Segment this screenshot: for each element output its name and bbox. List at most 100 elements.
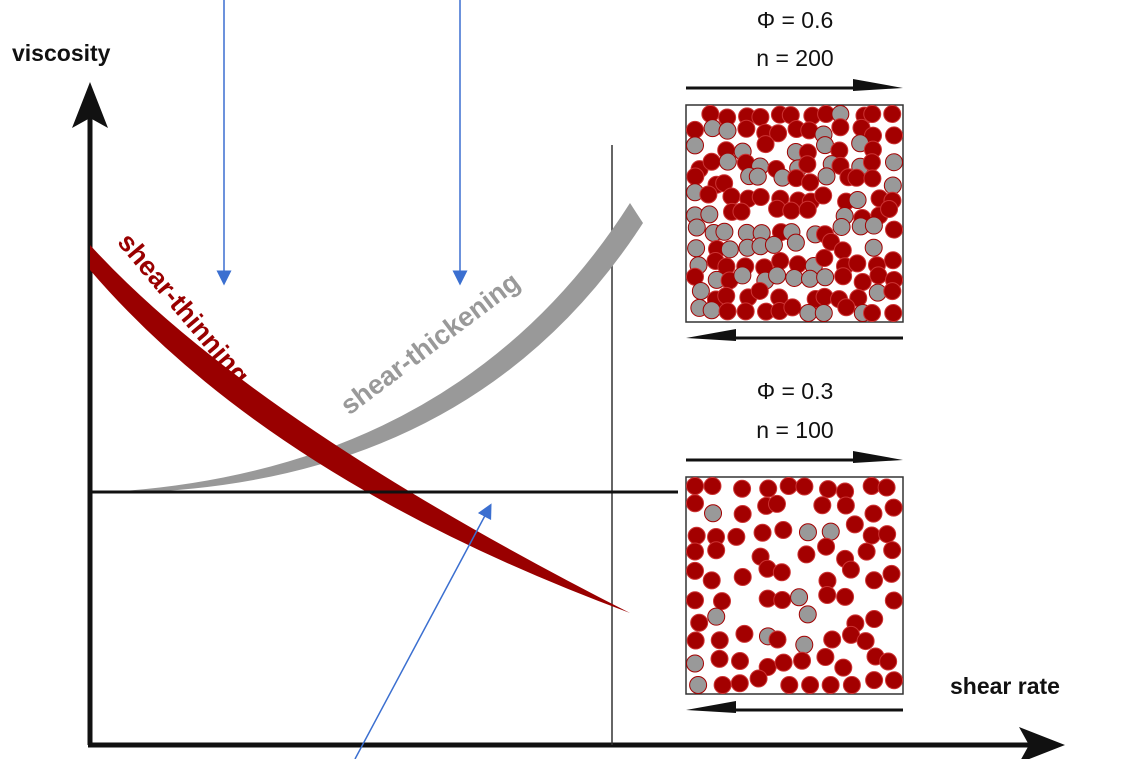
- particle: [799, 201, 816, 218]
- particle: [799, 606, 816, 623]
- particle: [842, 561, 859, 578]
- particle: [719, 153, 736, 170]
- particle: [769, 267, 786, 284]
- particle: [866, 572, 883, 589]
- particle: [701, 206, 718, 223]
- particle: [849, 192, 866, 209]
- particle: [687, 632, 704, 649]
- particle: [775, 522, 792, 539]
- particle: [733, 203, 750, 220]
- particle: [734, 267, 751, 284]
- particle: [773, 564, 790, 581]
- particle: [787, 234, 804, 251]
- particle: [716, 223, 733, 240]
- particle: [838, 299, 855, 316]
- particle: [736, 625, 753, 642]
- particle: [703, 153, 720, 170]
- particle: [700, 186, 717, 203]
- particle: [737, 303, 754, 320]
- particle: [719, 303, 736, 320]
- particle: [723, 188, 740, 205]
- particle: [750, 670, 767, 687]
- particle: [857, 633, 874, 650]
- particle: [863, 527, 880, 544]
- y-axis-label: viscosity: [12, 40, 111, 66]
- particle: [783, 202, 800, 219]
- particle: [687, 495, 704, 512]
- particle: [885, 305, 902, 322]
- particle: [775, 654, 792, 671]
- particle: [738, 120, 755, 137]
- particle: [880, 653, 897, 670]
- particle: [718, 287, 735, 304]
- shear-arrowhead: [853, 79, 903, 91]
- particle: [886, 154, 903, 171]
- particle: [885, 592, 902, 609]
- particle: [819, 586, 836, 603]
- particle: [884, 106, 901, 123]
- particle: [765, 236, 782, 253]
- particle: [846, 516, 863, 533]
- particle: [754, 524, 771, 541]
- particle: [780, 478, 797, 495]
- particle: [885, 499, 902, 516]
- particle: [835, 268, 852, 285]
- particle: [688, 240, 705, 257]
- particle: [704, 120, 721, 137]
- particle: [834, 242, 851, 259]
- particle: [760, 480, 777, 497]
- particle: [703, 572, 720, 589]
- particle: [883, 565, 900, 582]
- particle: [714, 677, 731, 694]
- particle: [863, 154, 880, 171]
- particle: [870, 267, 887, 284]
- pointer-arrow: [355, 510, 488, 759]
- particle: [865, 505, 882, 522]
- particle: [816, 250, 833, 267]
- particle: [814, 497, 831, 514]
- particle: [837, 497, 854, 514]
- particle: [714, 593, 731, 610]
- particle: [687, 543, 704, 560]
- particle: [822, 523, 839, 540]
- particle: [818, 538, 835, 555]
- particle: [884, 542, 901, 559]
- particle: [687, 592, 704, 609]
- n-label: n = 200: [756, 45, 833, 71]
- particle: [796, 478, 813, 495]
- particle: [881, 201, 898, 218]
- particle: [708, 542, 725, 559]
- particle: [687, 655, 704, 672]
- particle: [769, 631, 786, 648]
- particle: [734, 506, 751, 523]
- particle: [849, 255, 866, 272]
- particle: [687, 562, 704, 579]
- particle: [837, 588, 854, 605]
- particle: [854, 273, 871, 290]
- particle: [886, 672, 903, 689]
- particle: [832, 119, 849, 136]
- particle: [796, 636, 813, 653]
- shear-arrowhead: [853, 451, 903, 463]
- particle: [858, 543, 875, 560]
- particle: [752, 109, 769, 126]
- particle: [820, 481, 837, 498]
- particle: [799, 156, 816, 173]
- particle: [721, 241, 738, 258]
- particle: [691, 614, 708, 631]
- particle: [817, 269, 834, 286]
- shear-arrowhead: [686, 701, 736, 713]
- particle: [708, 608, 725, 625]
- particle: [688, 527, 705, 544]
- particle: [866, 672, 883, 689]
- particle: [886, 221, 903, 238]
- particle: [798, 546, 815, 563]
- particle: [865, 217, 882, 234]
- particle: [688, 219, 705, 236]
- particle: [864, 305, 881, 322]
- particle: [848, 169, 865, 186]
- particle: [799, 524, 816, 541]
- particle: [863, 478, 880, 495]
- particle: [703, 302, 720, 319]
- n-label: n = 100: [756, 417, 833, 443]
